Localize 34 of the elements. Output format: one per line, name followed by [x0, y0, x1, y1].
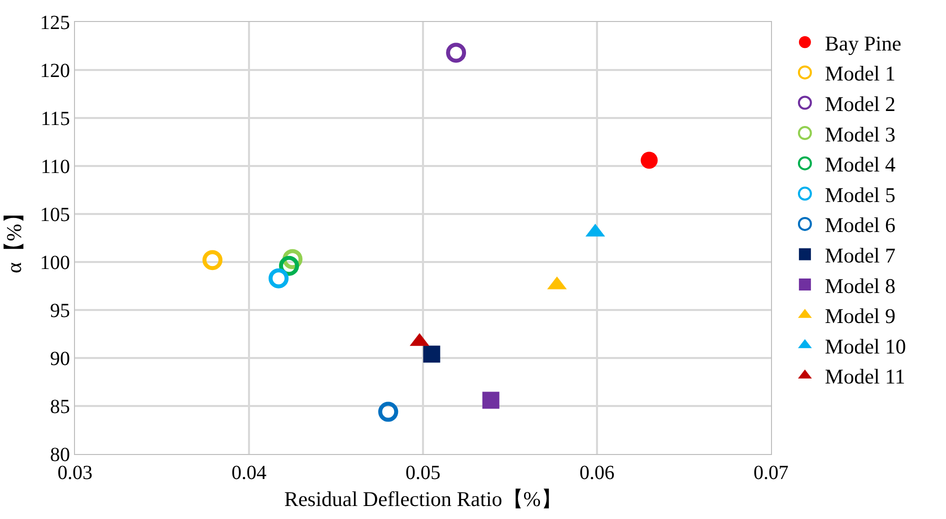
- legend-label: Model 1: [824, 62, 896, 86]
- point: [202, 250, 222, 270]
- legend-label: Model 2: [824, 92, 896, 116]
- x-tick-label: 0.04: [232, 462, 266, 484]
- point: [640, 152, 658, 169]
- legend-label: Model 8: [824, 274, 896, 298]
- y-tick-label: 95: [50, 300, 70, 322]
- legend-label: Model 4: [824, 152, 896, 177]
- legend-label: Bay Pine: [824, 31, 902, 56]
- y-tick-label: 120: [40, 60, 70, 82]
- legend-label: Model 10: [824, 334, 906, 358]
- x-tick-label: 0.06: [580, 462, 614, 484]
- point: [378, 402, 398, 422]
- point: [423, 346, 440, 363]
- y-tick-label: 90: [50, 348, 70, 370]
- y-tick-label: 100: [40, 252, 70, 274]
- y-tick-label: 110: [40, 156, 70, 178]
- x-tick-label: 0.05: [406, 462, 440, 484]
- point: [268, 268, 289, 288]
- y-tick-label: 105: [40, 204, 70, 226]
- y-axis-title: α【%】: [2, 202, 26, 274]
- y-tick-label: 85: [50, 396, 70, 418]
- legend-label: Model 6: [824, 213, 896, 238]
- point: [482, 392, 500, 409]
- legend-label: Model 5: [824, 182, 896, 207]
- y-tick-label: 125: [40, 12, 70, 34]
- legend-label: Model 3: [824, 122, 896, 146]
- point: [446, 42, 466, 63]
- y-tick-label: 115: [40, 108, 70, 130]
- legend-label: Model 11: [824, 364, 906, 389]
- x-axis-title: Residual Deflection Ratio【%】: [284, 487, 562, 512]
- legend-label: Model 7: [824, 243, 896, 268]
- x-tick-label: 0.07: [754, 462, 788, 484]
- legend-label: Model 9: [824, 304, 896, 328]
